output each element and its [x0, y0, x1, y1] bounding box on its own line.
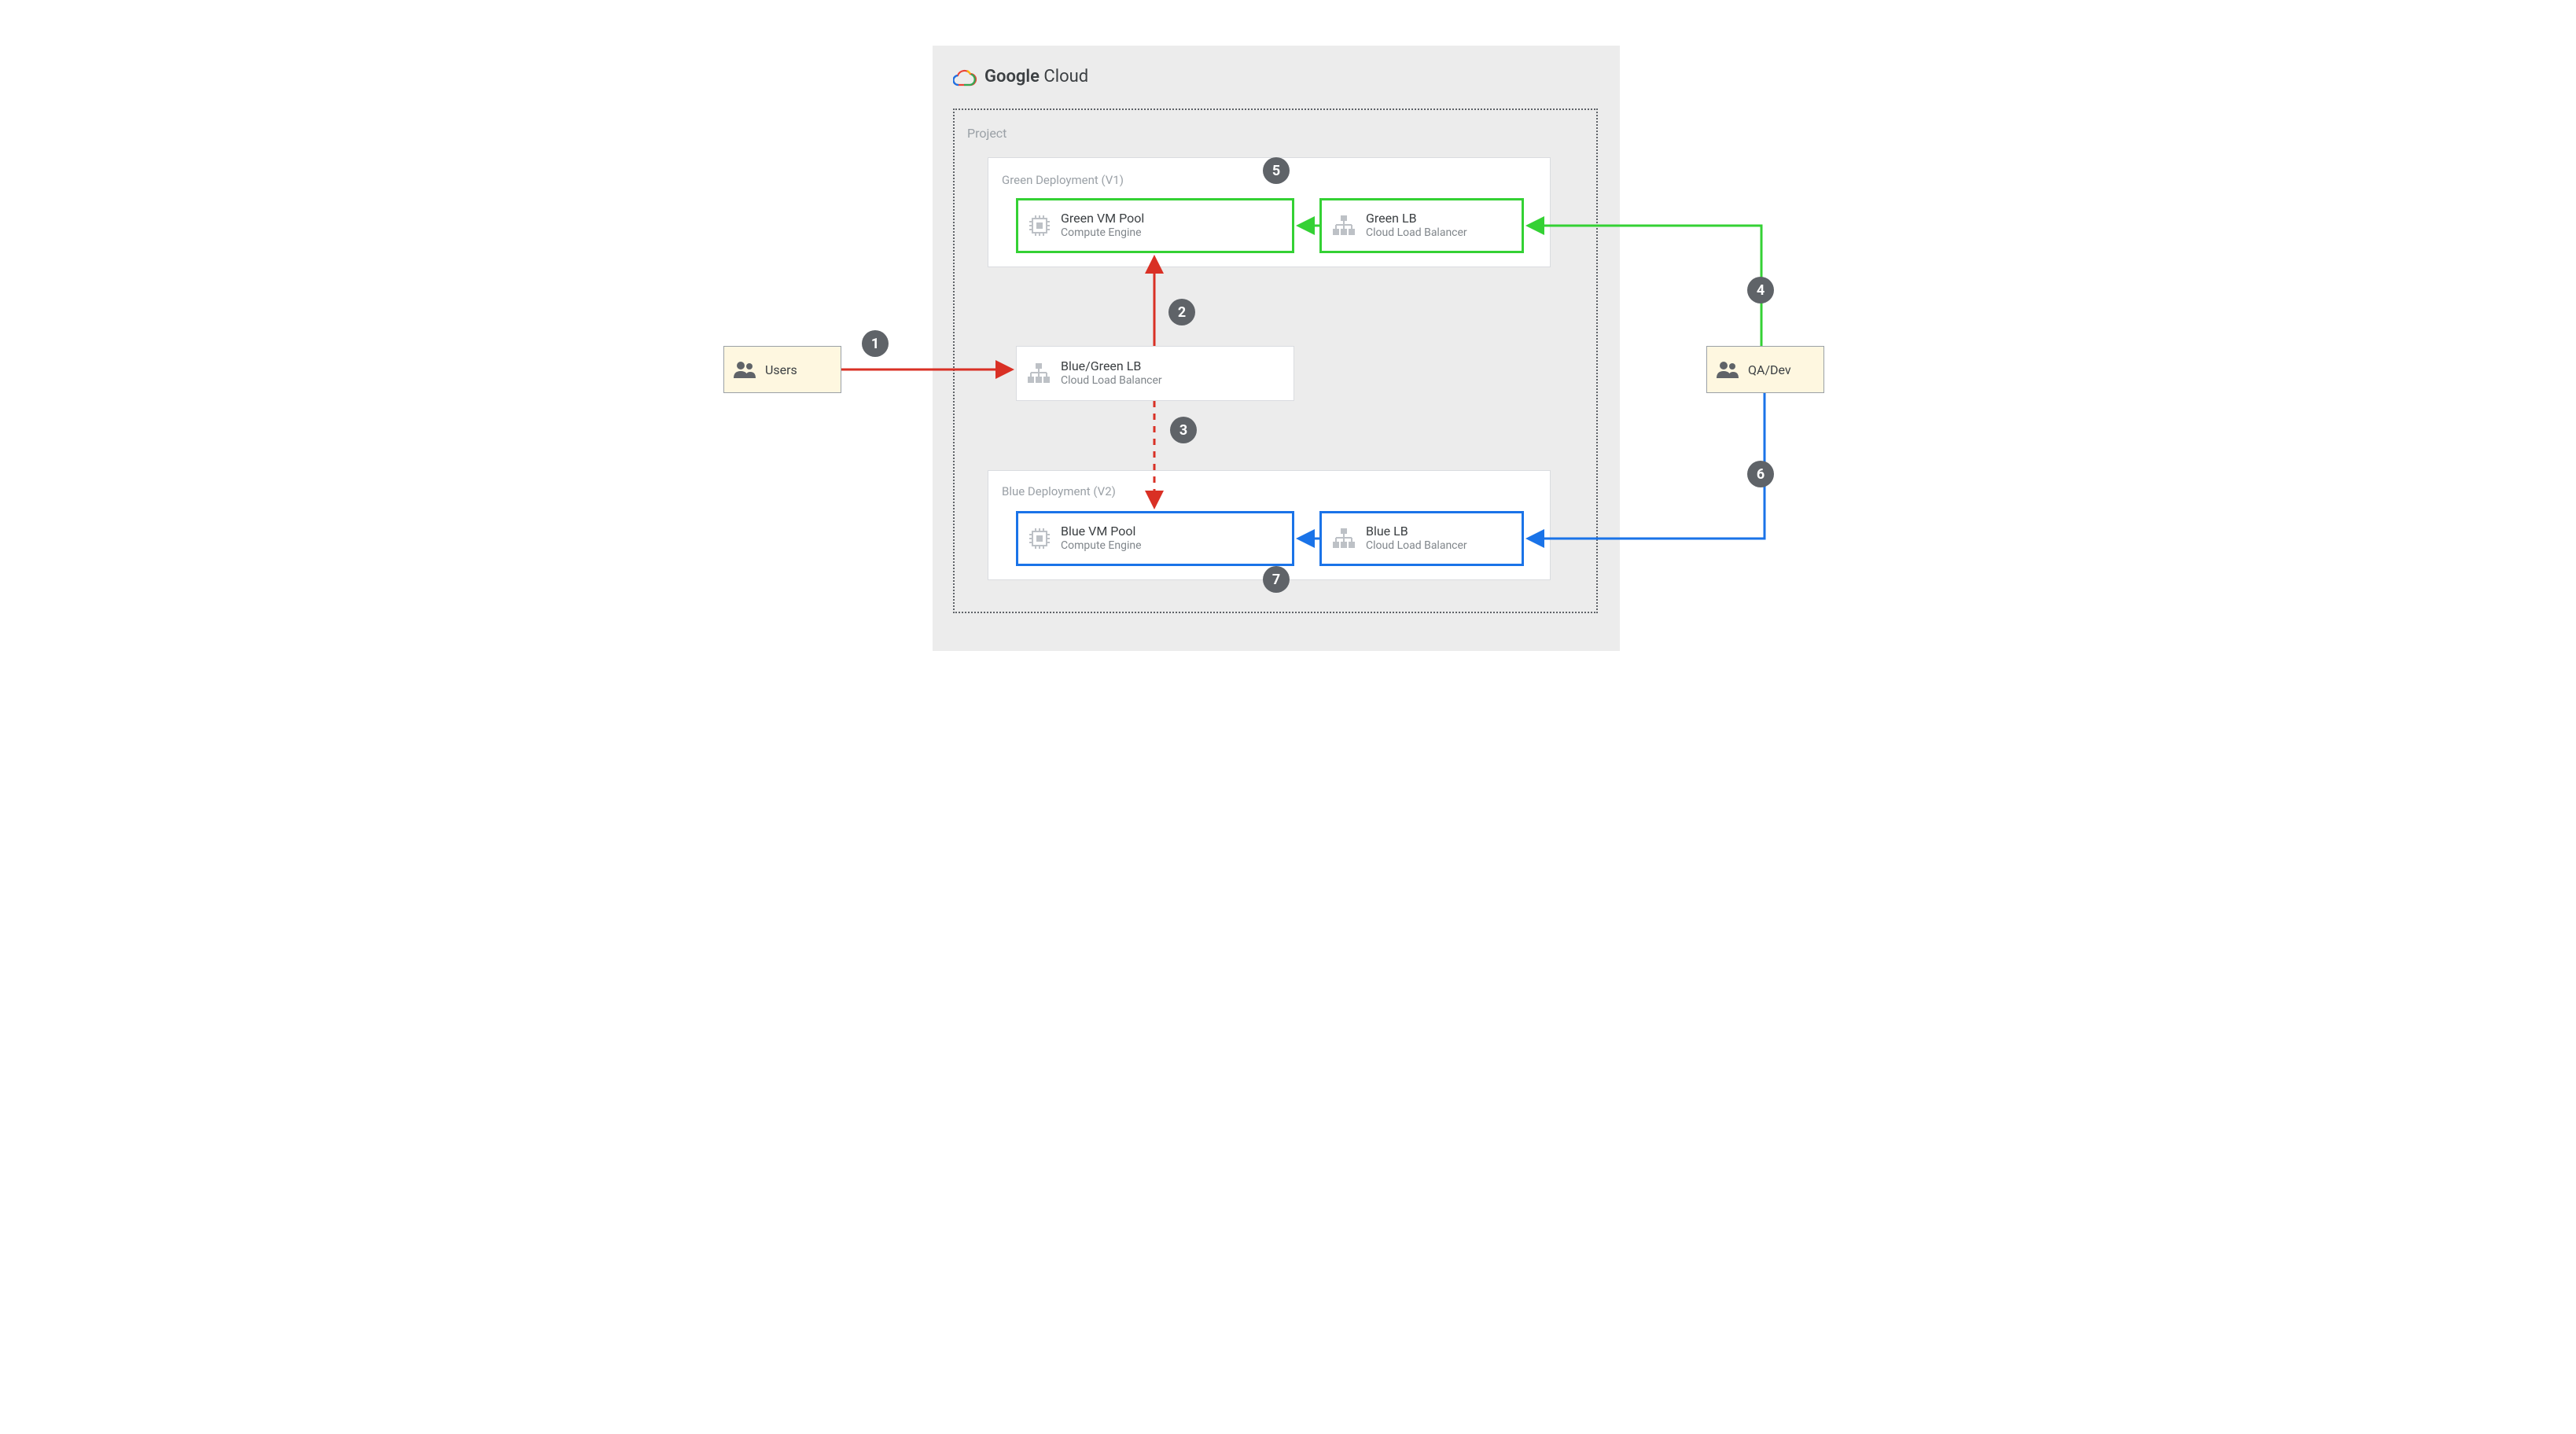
node-sub: Cloud Load Balancer	[1061, 374, 1162, 388]
actor-label: Users	[765, 362, 797, 377]
blue-deployment-label: Blue Deployment (V2)	[1002, 484, 1116, 498]
badge-7: 7	[1263, 566, 1290, 593]
cloud-icon	[953, 66, 977, 86]
load-balancer-icon	[1331, 214, 1356, 237]
blue-vm-pool-box: Blue VM Pool Compute Engine	[1016, 511, 1294, 566]
logo-text: Google Cloud	[984, 67, 1088, 86]
compute-engine-icon	[1028, 214, 1051, 237]
badge-5: 5	[1263, 157, 1290, 184]
project-label: Project	[967, 126, 1006, 141]
badge-3: 3	[1170, 417, 1197, 443]
node-title: Green LB	[1366, 211, 1467, 226]
green-vm-pool-box: Green VM Pool Compute Engine	[1016, 198, 1294, 253]
load-balancer-icon	[1026, 362, 1051, 385]
green-lb-box: Green LB Cloud Load Balancer	[1319, 198, 1524, 253]
users-icon	[732, 359, 757, 380]
diagram-canvas: Google Cloud Project Green Deployment (V…	[697, 16, 1879, 673]
qadev-actor: QA/Dev	[1706, 346, 1824, 393]
badge-1: 1	[862, 330, 889, 357]
node-sub: Cloud Load Balancer	[1366, 539, 1467, 553]
users-actor: Users	[723, 346, 841, 393]
bg-lb-box: Blue/Green LB Cloud Load Balancer	[1016, 346, 1294, 401]
node-sub: Cloud Load Balancer	[1366, 226, 1467, 241]
load-balancer-icon	[1331, 527, 1356, 550]
badge-4: 4	[1747, 277, 1774, 303]
compute-engine-icon	[1028, 527, 1051, 550]
actor-label: QA/Dev	[1748, 362, 1791, 377]
badge-6: 6	[1747, 461, 1774, 487]
node-title: Blue VM Pool	[1061, 524, 1142, 539]
node-title: Blue/Green LB	[1061, 358, 1162, 374]
node-title: Green VM Pool	[1061, 211, 1144, 226]
blue-lb-box: Blue LB Cloud Load Balancer	[1319, 511, 1524, 566]
node-sub: Compute Engine	[1061, 226, 1144, 241]
node-title: Blue LB	[1366, 524, 1467, 539]
users-icon	[1715, 359, 1740, 380]
google-cloud-logo: Google Cloud	[953, 66, 1088, 86]
green-deployment-label: Green Deployment (V1)	[1002, 173, 1124, 187]
badge-2: 2	[1168, 299, 1195, 325]
node-sub: Compute Engine	[1061, 539, 1142, 553]
